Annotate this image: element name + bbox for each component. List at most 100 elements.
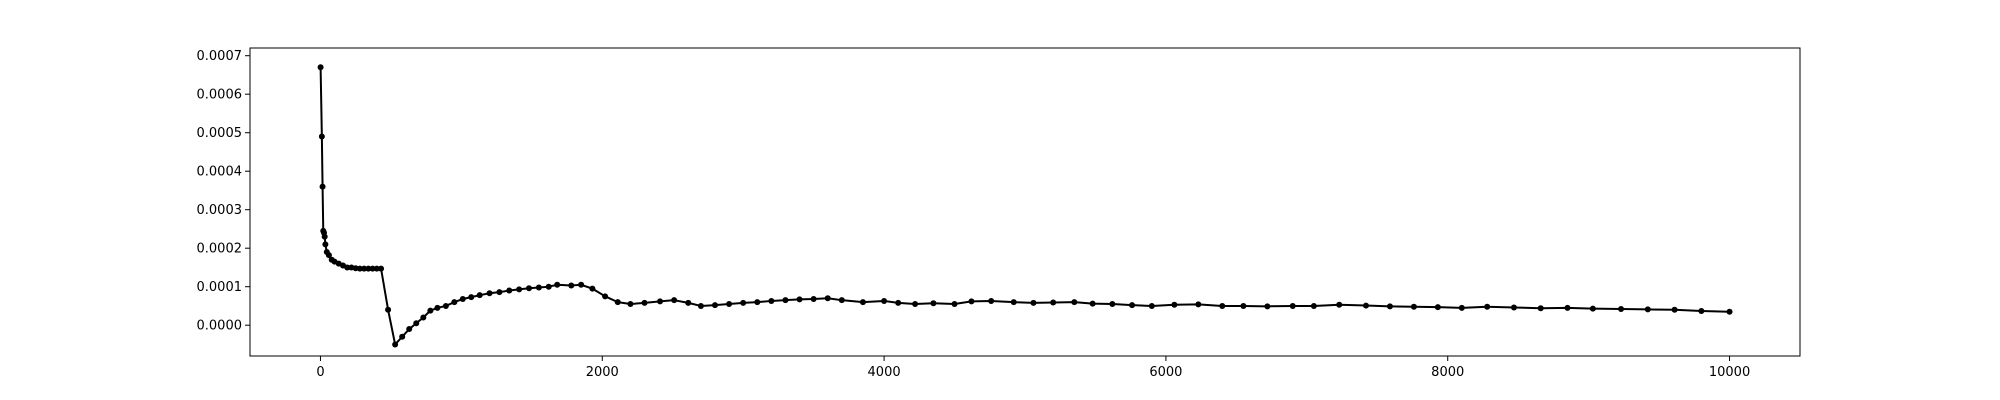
data-point [824, 295, 831, 302]
data-point [1618, 306, 1625, 313]
data-point [1698, 307, 1705, 314]
data-point [406, 326, 413, 333]
data-point [322, 241, 329, 248]
data-point [399, 333, 406, 340]
data-point [1289, 302, 1296, 309]
x-tick-label: 4000 [868, 365, 901, 380]
data-point [1071, 299, 1078, 306]
data-point [1564, 304, 1571, 311]
data-point [361, 265, 368, 272]
data-point [988, 297, 995, 304]
data-point [459, 296, 466, 303]
data-point [1240, 302, 1247, 309]
data-point [951, 301, 958, 308]
data-point [589, 285, 596, 292]
y-tick-label: 0.0001 [197, 280, 243, 295]
data-point [506, 287, 513, 294]
data-point [325, 252, 332, 259]
data-point [373, 265, 380, 272]
data-point [1010, 299, 1017, 306]
data-point [554, 281, 561, 288]
data-point [317, 64, 324, 71]
data-point [434, 304, 441, 311]
data-point [451, 299, 458, 306]
data-point [321, 233, 328, 240]
data-point [1458, 304, 1465, 311]
data-point [578, 281, 585, 288]
data-point [1171, 301, 1178, 308]
data-point [319, 183, 326, 190]
y-tick-label: 0.0006 [197, 88, 243, 103]
data-point [740, 299, 747, 306]
data-point [1410, 303, 1417, 310]
data-point [392, 341, 399, 348]
data-point [930, 300, 937, 307]
series-line [319, 67, 1730, 346]
data-point [895, 299, 902, 306]
y-tick-label: 0.0000 [197, 319, 243, 334]
data-point [468, 294, 475, 301]
data-point [782, 297, 789, 304]
data-point [768, 297, 775, 304]
data-point [1129, 302, 1136, 309]
data-point [318, 133, 325, 140]
data-point [697, 302, 704, 309]
data-point [1030, 299, 1037, 306]
data-point [726, 301, 733, 308]
data-point [1148, 302, 1155, 309]
data-point [754, 299, 761, 306]
data-point [344, 264, 351, 271]
data-point [1386, 303, 1393, 310]
data-point [365, 265, 372, 272]
data-point [356, 265, 363, 272]
data-point [602, 293, 609, 300]
data-point [912, 301, 919, 308]
x-tick-label: 10000 [1709, 365, 1750, 380]
data-point [1484, 303, 1491, 310]
y-tick-label: 0.0002 [197, 242, 243, 257]
data-point [614, 299, 621, 306]
data-point [627, 301, 634, 308]
data-point [685, 299, 692, 306]
data-point [1219, 302, 1226, 309]
data-point [1589, 305, 1596, 312]
x-tick-label: 2000 [586, 365, 619, 380]
plot-frame [249, 47, 1801, 357]
data-point [486, 290, 493, 297]
data-point [496, 289, 503, 296]
data-point [796, 296, 803, 303]
data-point [385, 306, 392, 313]
data-point [838, 297, 845, 304]
x-tick-label: 0 [316, 365, 324, 380]
axis-ticks: 0 2000 4000 6000 8000 10000 0.0000 0.0001 0.0002… [197, 49, 1751, 380]
data-point [1671, 306, 1678, 313]
data-point [516, 286, 523, 293]
data-point [657, 298, 664, 305]
data-point [1726, 308, 1733, 315]
x-tick-label: 6000 [1149, 365, 1182, 380]
data-point [535, 284, 542, 291]
data-point [1089, 300, 1096, 307]
data-point [881, 297, 888, 304]
x-tick-label: 8000 [1431, 365, 1464, 380]
y-tick-label: 0.0004 [197, 165, 243, 180]
data-point [568, 282, 575, 289]
data-point [1434, 304, 1441, 311]
series-layer [317, 64, 1733, 348]
data-point [671, 297, 678, 304]
data-point [1537, 305, 1544, 312]
data-point [526, 285, 532, 292]
data-point [476, 292, 483, 299]
data-point [1510, 304, 1517, 311]
y-tick-label: 0.0007 [197, 49, 243, 64]
data-point [442, 302, 449, 309]
data-point [1109, 301, 1116, 308]
data-point [1195, 301, 1202, 308]
data-point [1644, 306, 1651, 313]
data-point [427, 307, 434, 314]
data-point [968, 298, 975, 305]
data-point [420, 314, 427, 321]
data-point [712, 302, 718, 309]
data-point [545, 283, 552, 290]
